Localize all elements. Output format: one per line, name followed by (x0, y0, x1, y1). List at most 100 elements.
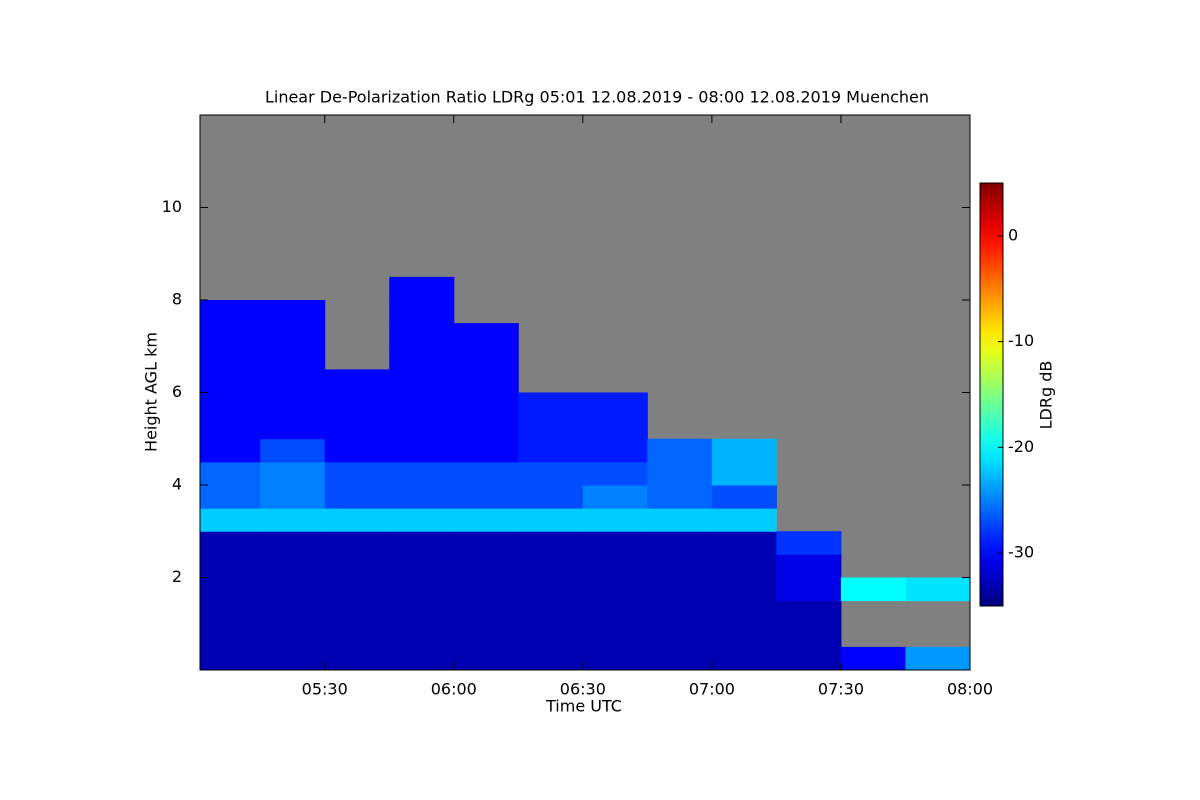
heatmap-cell (200, 392, 261, 417)
heatmap-cell (453, 531, 519, 555)
heatmap-cell (647, 623, 713, 648)
heatmap-cell (324, 577, 390, 602)
heatmap-cell (324, 392, 390, 417)
heatmap-cell (389, 623, 455, 648)
heatmap-cell (453, 323, 519, 347)
heatmap-cell (582, 438, 648, 463)
y-tick-label: 10 (162, 197, 182, 216)
heatmap-cell (518, 554, 584, 578)
heatmap-cell (582, 623, 648, 648)
heatmap-cell (200, 646, 261, 671)
heatmap-cell (200, 623, 261, 648)
heatmap-cell (453, 600, 519, 625)
heatmap-cell (711, 577, 777, 602)
heatmap-cell (260, 485, 326, 509)
y-tick-label: 6 (172, 382, 182, 401)
heatmap-cell (711, 531, 777, 555)
heatmap-cell (711, 461, 777, 486)
heatmap-cell (260, 600, 326, 625)
heatmap-cell (518, 646, 584, 671)
heatmap-cell (389, 600, 455, 625)
heatmap-cell (324, 485, 390, 509)
heatmap-cell (582, 461, 648, 486)
heatmap-cell (324, 554, 390, 578)
heatmap-cell (582, 415, 648, 440)
heatmap-cell (260, 438, 326, 463)
heatmap-cell (200, 461, 261, 486)
heatmap-cell (200, 323, 261, 347)
heatmap-cell (453, 623, 519, 648)
heatmap-cell (647, 508, 713, 532)
heatmap-cell (711, 600, 777, 625)
heatmap-cell (389, 438, 455, 463)
heatmap-cell (200, 485, 261, 509)
heatmap-cell (582, 554, 648, 578)
colorbar-tick-label: -20 (1008, 437, 1034, 456)
heatmap-cell (260, 577, 326, 602)
heatmap-cell (647, 438, 713, 463)
heatmap-cell (711, 646, 777, 671)
heatmap-cell (453, 392, 519, 417)
heatmap-cell (453, 577, 519, 602)
heatmap-cell (647, 461, 713, 486)
heatmap-cell (711, 485, 777, 509)
heatmap-cell (518, 438, 584, 463)
heatmap-cell (582, 392, 648, 417)
heatmap-cell (389, 346, 455, 370)
heatmap-cell (582, 646, 648, 671)
heatmap-cell (200, 531, 261, 555)
heatmap-cell (518, 485, 584, 509)
colorbar-label: LDRg dB (1037, 361, 1056, 430)
heatmap-cell (260, 531, 326, 555)
heatmap (200, 115, 971, 671)
heatmap-cell (200, 577, 261, 602)
heatmap-cell (453, 485, 519, 509)
x-axis-label: Time UTC (545, 697, 622, 716)
heatmap-cell (776, 531, 842, 555)
heatmap-cell (453, 369, 519, 393)
heatmap-cell (260, 392, 326, 417)
heatmap-cell (582, 600, 648, 625)
heatmap-cell (389, 531, 455, 555)
heatmap-cell (453, 461, 519, 486)
y-tick-label: 2 (172, 567, 182, 586)
heatmap-cell (260, 461, 326, 486)
heatmap-cell (582, 577, 648, 602)
heatmap-cell (389, 646, 455, 671)
heatmap-cell (776, 577, 842, 602)
heatmap-cell (324, 461, 390, 486)
heatmap-cell (260, 346, 326, 370)
heatmap-cell (260, 369, 326, 393)
heatmap-cell (389, 415, 455, 440)
heatmap-cell (260, 554, 326, 578)
heatmap-cell (389, 323, 455, 347)
heatmap-cell (200, 300, 261, 324)
heatmap-cell (453, 554, 519, 578)
heatmap-cell (453, 508, 519, 532)
heatmap-cell (647, 554, 713, 578)
heatmap-cell (260, 623, 326, 648)
heatmap-cell (905, 577, 971, 602)
heatmap-cell (324, 623, 390, 648)
y-axis-label: Height AGL km (142, 332, 161, 452)
heatmap-cell (389, 276, 455, 301)
heatmap-cell (389, 461, 455, 486)
y-tick-label: 4 (172, 475, 182, 494)
heatmap-cell (389, 369, 455, 393)
colorbar-tick-label: 0 (1008, 225, 1018, 244)
heatmap-cell (389, 508, 455, 532)
heatmap-cell (582, 485, 648, 509)
colorbar-tick-label: -30 (1008, 543, 1034, 562)
heatmap-cell (518, 600, 584, 625)
heatmap-cell (518, 531, 584, 555)
x-tick-label: 05:30 (302, 680, 348, 699)
heatmap-cell (200, 369, 261, 393)
x-tick-label: 07:30 (818, 680, 864, 699)
heatmap-cell (647, 577, 713, 602)
heatmap-cell (324, 646, 390, 671)
heatmap-cell (518, 623, 584, 648)
heatmap-cell (647, 531, 713, 555)
heatmap-cell (711, 554, 777, 578)
heatmap-cell (324, 508, 390, 532)
heatmap-cell (711, 438, 777, 463)
